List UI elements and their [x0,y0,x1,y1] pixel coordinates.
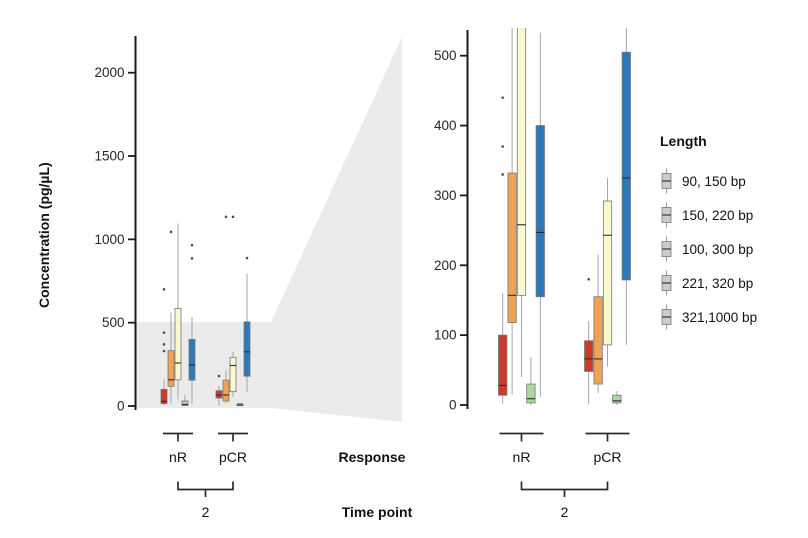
box [243,321,251,377]
outlier-dot [162,343,166,346]
timepoint-value: 2 [202,504,210,520]
legend-item-label: 100, 300 bp [682,241,754,257]
y-tick-label: 300 [434,188,457,203]
box [181,400,189,406]
group-label: nR [513,449,531,465]
legend: Length 90, 150 bp 150, 220 bp 1 [660,133,757,337]
boxes-zoom [498,28,631,405]
boxplot-key-icon [661,304,672,330]
outlier-dot [217,374,221,378]
outlier-dot [162,331,166,334]
legend-item: 221, 320 bp [660,269,757,297]
legend-item-label: 321,1000 bp [682,309,758,325]
panel-overview: 0 500 1000 1500 2000 nR pCR 2 [94,36,251,520]
box [160,388,168,405]
outlier-dot [231,215,235,219]
outlier-dot [169,230,173,234]
boxplot-key-icon [661,270,672,296]
timepoint-value: 2 [561,504,569,520]
outlier-dot [501,96,505,99]
legend-title: Length [660,133,707,149]
box [167,350,175,387]
box [535,125,545,298]
box [612,394,622,404]
y-axis-title: Concentration (pg/µL) [36,162,52,308]
box [621,51,631,281]
group-label: pCR [593,449,621,465]
box [516,28,527,296]
panel-zoom: 0 100 200 300 400 500 nR pCR 2 [434,28,631,520]
box [584,340,594,372]
outlier-dot [190,243,194,247]
legend-item: 150, 220 bp [660,201,757,229]
y-tick-label: 0 [117,399,125,414]
legend-item-label: 221, 320 bp [682,275,754,291]
outlier-dot [162,349,166,353]
legend-item: 90, 150 bp [660,167,757,195]
box [526,383,536,404]
y-tick-label: 1000 [94,232,124,247]
box [215,390,223,399]
legend-item-label: 150, 220 bp [682,207,754,223]
box [174,308,182,381]
box [498,334,508,396]
y-tick-label: 0 [449,398,457,413]
box [229,356,237,393]
y-tick-label: 1500 [94,149,124,164]
y-tick-label: 500 [102,315,125,330]
outlier-dot [162,288,166,291]
y-tick-label: 500 [434,48,457,63]
timepoint-axis-label: Time point [341,504,413,520]
timepoint-bracket [520,481,609,491]
legend-item: 321,1000 bp [660,303,757,331]
box [593,296,603,385]
boxplot-key-icon [661,236,672,262]
outlier-dot [587,277,590,281]
boxplot-key-icon [661,168,672,194]
boxplot-key-icon [661,202,672,228]
y-tick-label: 400 [434,118,457,133]
response-axis-label: Response [338,449,406,465]
legend-item-label: 90, 150 bp [682,173,746,189]
y-tick-label: 2000 [94,65,124,80]
zoom-region-wedge [136,37,402,422]
outlier-dot [245,256,249,260]
outlier-dot [224,215,228,219]
outlier-dot [501,173,505,176]
outlier-dot [501,145,505,148]
box [222,379,230,402]
group-label: nR [169,449,187,465]
box [507,172,517,323]
outlier-dot [190,257,194,260]
boxes-overview [160,215,251,406]
y-tick-label: 100 [434,328,457,343]
timepoint-bracket [177,481,234,491]
y-tick-label: 200 [434,258,457,273]
group-label: pCR [219,449,247,465]
legend-item: 100, 300 bp [660,235,757,263]
box [602,200,613,346]
box [188,338,196,381]
